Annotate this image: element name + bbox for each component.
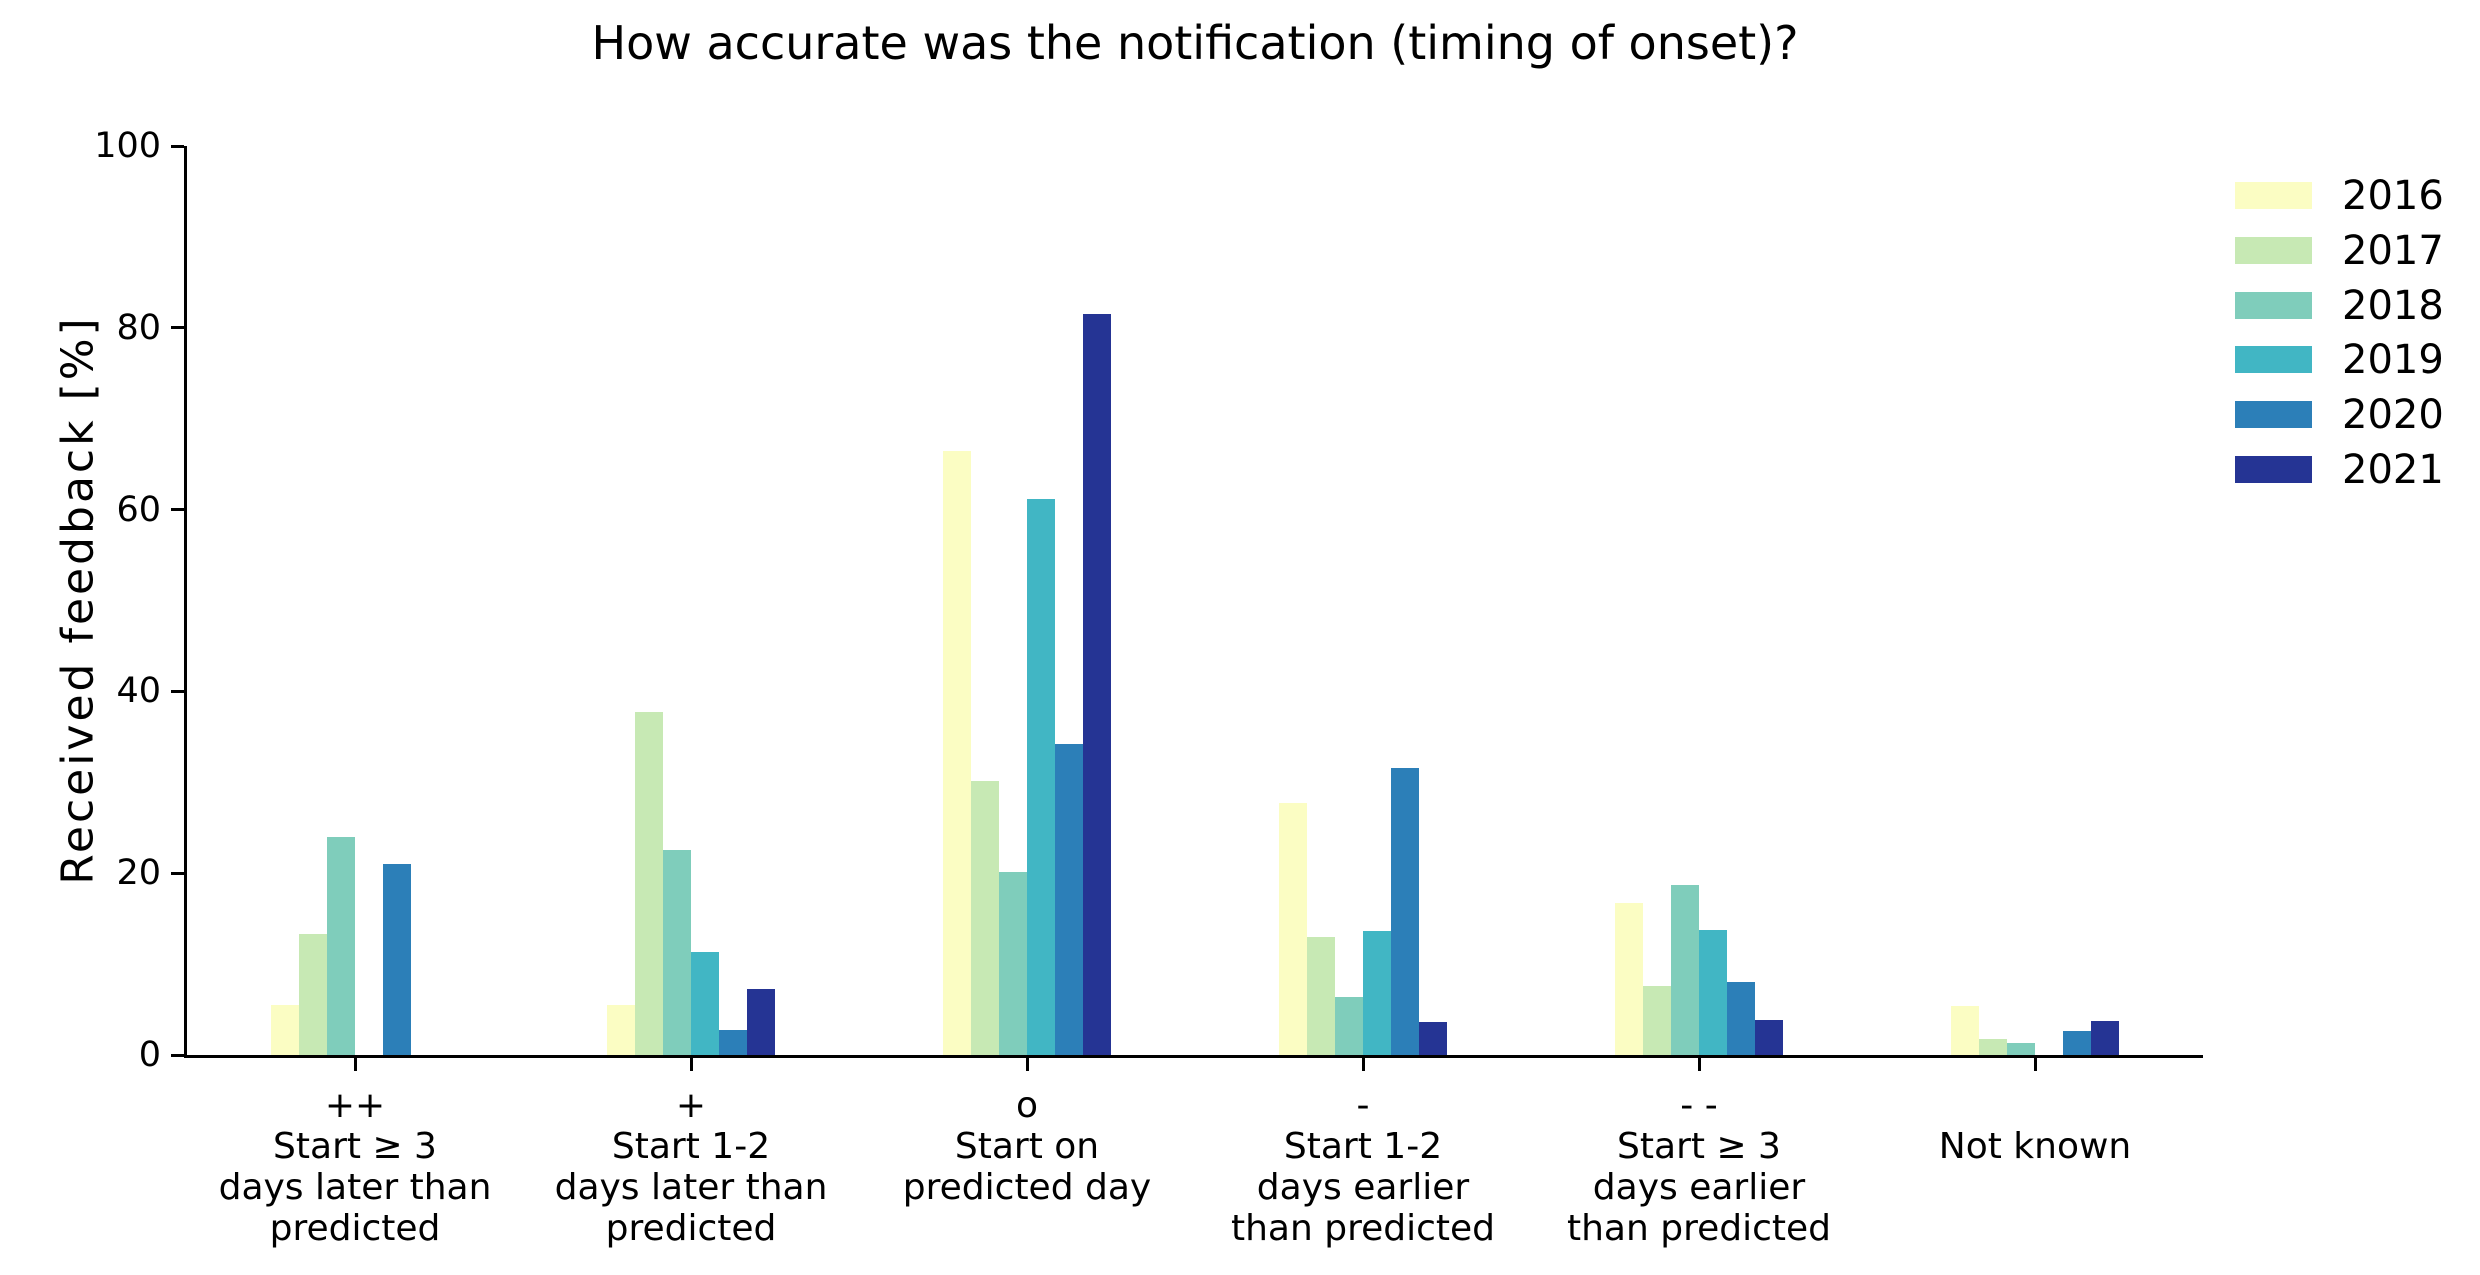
bar-2018-start-1-2-days-earlier [1335,996,1363,1055]
legend-swatch-2018 [2235,291,2312,319]
y-tick-label-60: 60 [116,489,161,530]
legend-swatch-2019 [2235,346,2312,374]
bar-2016-start-3plus-days-later [271,1005,299,1055]
bar-2016-start-1-2-days-earlier [1279,803,1307,1055]
bar-2017-start-3plus-days-later [299,934,327,1055]
bar-2020-start-3plus-days-later [383,864,411,1055]
bar-2020-start-1-2-days-earlier [1391,767,1419,1055]
bar-2020-start-on-predicted-day [1055,744,1083,1055]
legend-label-2017: 2017 [2342,227,2444,274]
bar-2016-start-1-2-days-later [607,1005,635,1055]
y-tick-label-40: 40 [116,671,161,712]
legend-label-2018: 2018 [2342,282,2444,329]
x-tick-start-3plus-days-later [353,1058,357,1071]
x-tick-label-start-on-predicted-day: o Start on predicted day [902,1085,1152,1208]
x-tick-label-start-1-2-days-later: + Start 1-2 days later than predicted [554,1085,828,1249]
y-tick-label-20: 20 [116,853,161,894]
bar-2018-start-3plus-days-earlier [1671,885,1699,1055]
legend-swatch-2016 [2235,182,2312,209]
y-tick-60 [171,508,184,512]
x-tick-start-3plus-days-earlier [1697,1058,1701,1071]
y-tick-20 [171,871,184,875]
x-tick-start-on-predicted-day [1025,1058,1029,1071]
bar-2018-start-on-predicted-day [999,872,1027,1055]
bar-2019-start-3plus-days-earlier [1699,930,1727,1055]
bar-2020-not-known [2063,1031,2091,1055]
legend-swatch-2021 [2235,456,2312,483]
bar-2017-start-1-2-days-earlier [1307,936,1335,1055]
legend-label-2019: 2019 [2342,337,2444,384]
legend-swatch-2020 [2235,401,2312,429]
x-tick-label-start-3plus-days-later: ++ Start ≥ 3 days later than predicted [218,1085,492,1249]
y-tick-80 [171,326,184,330]
y-tick-100 [171,144,184,148]
x-tick-label-not-known: Not known [1938,1126,2132,1167]
chart-title: How accurate was the notification (timin… [591,16,1799,70]
bar-2017-start-1-2-days-later [635,712,663,1055]
bar-2016-not-known [1951,1005,1979,1055]
bar-2019-start-1-2-days-earlier [1363,931,1391,1055]
bar-2021-start-on-predicted-day [1083,314,1111,1055]
x-tick-start-1-2-days-later [689,1058,693,1071]
bar-2020-start-3plus-days-earlier [1727,982,1755,1055]
bar-2018-start-1-2-days-later [663,849,691,1055]
y-axis-line [184,146,187,1058]
x-tick-label-start-1-2-days-earlier: - Start 1-2 days earlier than predicted [1230,1085,1496,1249]
x-tick-label-start-3plus-days-earlier: - - Start ≥ 3 days earlier than predicte… [1566,1085,1832,1249]
y-tick-40 [171,689,184,693]
bar-2016-start-on-predicted-day [943,450,971,1055]
x-tick-not-known [2033,1058,2037,1071]
bar-2019-start-on-predicted-day [1027,498,1055,1055]
bar-2018-start-3plus-days-later [327,836,355,1055]
bar-2021-start-3plus-days-earlier [1755,1019,1783,1055]
bar-2017-start-on-predicted-day [971,781,999,1055]
x-axis-line [184,1055,2203,1058]
bar-2021-not-known [2091,1021,2119,1055]
legend-label-2016: 2016 [2342,173,2444,219]
y-tick-0 [171,1053,184,1057]
bar-2021-start-1-2-days-later [747,988,775,1055]
bar-2017-not-known [1979,1038,2007,1055]
legend-swatch-2017 [2235,236,2312,264]
bar-2016-start-3plus-days-earlier [1615,903,1643,1055]
x-tick-start-1-2-days-earlier [1361,1058,1365,1071]
bar-2017-start-3plus-days-earlier [1643,985,1671,1055]
bar-2021-start-1-2-days-earlier [1419,1022,1447,1055]
legend-label-2020: 2020 [2342,392,2444,439]
legend-label-2021: 2021 [2342,447,2444,493]
bar-2020-start-1-2-days-later [719,1030,747,1055]
y-tick-label-0: 0 [138,1035,161,1075]
y-axis-label: Received feedback [%] [52,315,104,885]
y-tick-label-80: 80 [116,307,161,348]
bar-2018-not-known [2007,1043,2035,1055]
y-tick-label-100: 100 [94,126,161,166]
bar-2019-start-1-2-days-later [691,952,719,1055]
